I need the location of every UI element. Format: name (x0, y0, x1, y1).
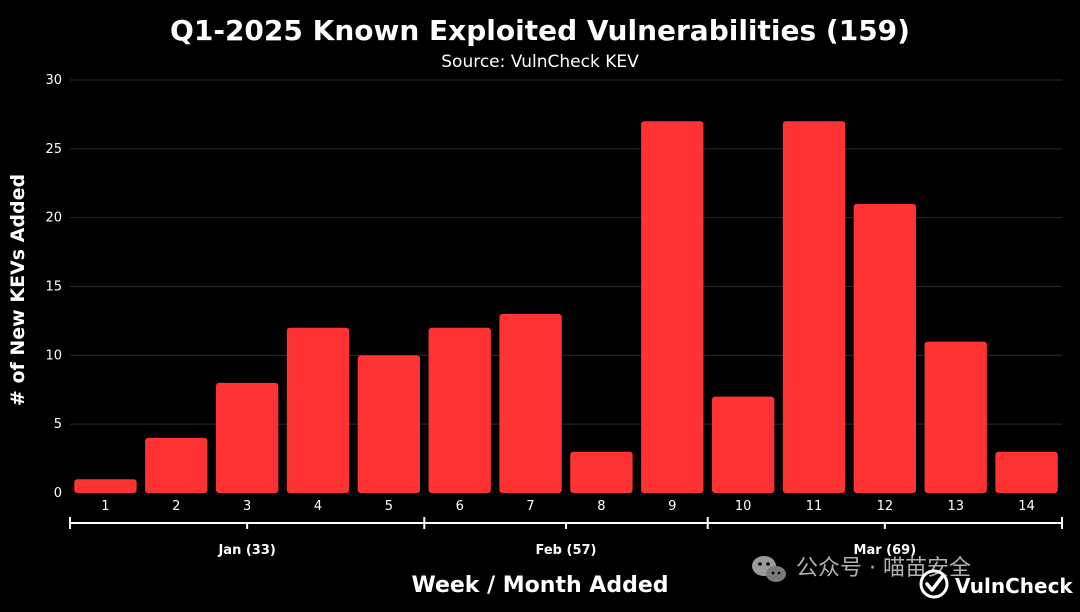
bar (924, 341, 987, 493)
watermark: 公众号 · 喵苗安全 (752, 556, 971, 582)
y-tick-label: 5 (54, 417, 62, 432)
x-axis-label: Week / Month Added (411, 573, 668, 598)
bar (995, 451, 1058, 493)
x-tick-label: 5 (385, 499, 393, 514)
bar (711, 396, 775, 493)
wechat-icon (752, 556, 786, 582)
month-group-label: Mar (69) (854, 543, 917, 558)
x-tick-label: 8 (597, 499, 605, 514)
bar (357, 355, 421, 493)
check-circle-icon (919, 569, 949, 599)
x-tick-label: 11 (806, 499, 823, 514)
x-tick-label: 13 (947, 499, 964, 514)
bar (499, 314, 562, 493)
bar (215, 382, 279, 493)
bar (428, 327, 491, 493)
x-tick-label: 6 (456, 499, 464, 514)
y-tick-label: 20 (45, 211, 62, 226)
x-tick-label: 14 (1018, 499, 1035, 514)
bar (641, 121, 704, 494)
x-tick-label: 7 (526, 499, 534, 514)
month-groups: Jan (33) Feb (57) Mar (69) (69, 517, 1063, 558)
bar (853, 203, 917, 493)
y-tick-label: 25 (45, 142, 62, 157)
month-group-label: Feb (57) (536, 543, 597, 558)
y-tick-label: 15 (45, 280, 62, 295)
x-tick-label: 9 (668, 499, 676, 514)
y-axis-label: # of New KEVs Added (7, 174, 29, 406)
x-tick-label: 1 (101, 499, 109, 514)
month-group-label: Jan (33) (217, 543, 275, 558)
bar (286, 327, 350, 493)
logo-text: VulnCheck (955, 574, 1073, 598)
x-tick-label: 2 (172, 499, 180, 514)
bars (74, 121, 1058, 494)
x-tick-label: 3 (243, 499, 251, 514)
chart-title: Q1-2025 Known Exploited Vulnerabilities … (170, 14, 910, 47)
y-tick-label: 10 (45, 348, 62, 363)
bar (782, 121, 846, 494)
y-tick-label: 30 (45, 73, 62, 88)
x-tick-label: 12 (877, 499, 894, 514)
y-axis: 0 5 10 15 20 25 30 (45, 73, 62, 501)
bar (570, 451, 633, 493)
vulncheck-logo: VulnCheck (919, 569, 1073, 599)
y-tick-label: 0 (54, 486, 62, 501)
bar (74, 479, 137, 493)
bar (145, 437, 208, 493)
chart-subtitle: Source: VulnCheck KEV (441, 52, 639, 72)
x-tick-label: 10 (735, 499, 752, 514)
x-tick-label: 4 (314, 499, 322, 514)
x-axis: 1 2 3 4 5 6 7 8 9 10 11 12 13 14 (101, 499, 1035, 514)
